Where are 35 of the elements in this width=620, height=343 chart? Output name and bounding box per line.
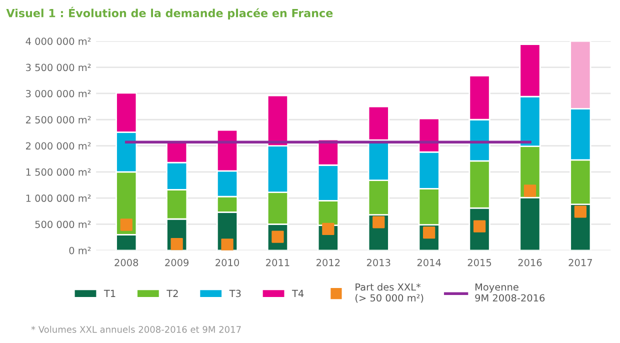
x-tick-label: 2010 [216,258,239,266]
point [120,218,132,231]
legend-label: T2 [166,290,178,297]
y-tick-label: 2 500 000 m² [26,116,91,124]
x-tick-label: 2014 [417,258,441,266]
x-tick-label: 2013 [366,258,390,266]
y-tick-label: 3 000 000 m² [26,90,91,98]
y-tick-label: 3 500 000 m² [26,64,91,72]
x-tick-label: 2017 [568,258,592,266]
x-tick-label: 2008 [114,258,138,266]
x-tick-label: 2012 [316,258,340,266]
bar [368,106,390,141]
legend-label: T4 [292,290,304,297]
point [574,206,587,218]
chart-title: Visuel 1 : Évolution de la demande placée en France [6,6,333,20]
point [221,238,234,250]
legend-label: T1 [104,290,116,297]
x-tick-label: 2015 [468,258,492,266]
y-tick-label: 2 000 000 m² [26,142,91,150]
y-tick-label: 500 000 m² [35,220,91,228]
point [322,222,334,236]
point [170,238,183,250]
text: * Volumes XXL annuels 2008-2016 et 9M 2017 [31,326,241,333]
x-tick-label: 2009 [165,258,189,266]
y-tick-label: 1 500 000 m² [26,168,91,176]
point [372,216,385,228]
legend-label: Part des XXL* (> 50 000 m²) [356,283,424,303]
legend-label: T3 [229,290,241,298]
y-tick-label: 4 000 000 m² [26,38,91,45]
x-tick-label: 2011 [266,258,290,266]
legend-label: Moyenne 9M 2008-2016 [475,283,545,302]
y-tick-label: 1 000 000 m² [26,194,91,202]
x-tick-label: 2016 [518,258,542,266]
point [524,184,536,197]
y-tick-label: 0 m² [69,246,91,254]
